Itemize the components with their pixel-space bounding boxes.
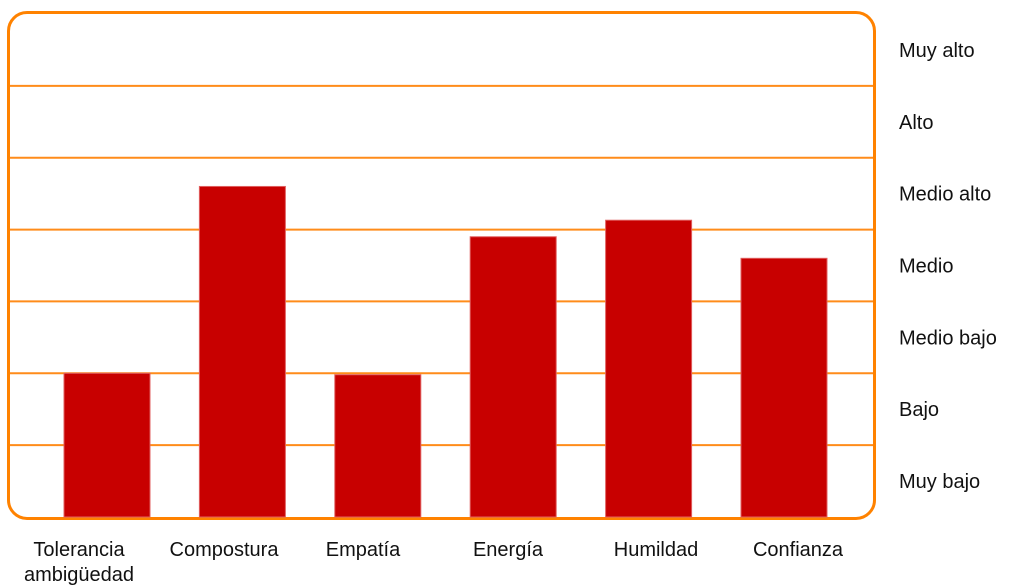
- bar: [63, 372, 151, 518]
- y-level-label: Medio: [899, 256, 953, 278]
- x-category-label: Humildad: [614, 539, 698, 561]
- bar: [334, 374, 422, 518]
- y-level-label: Bajo: [899, 399, 939, 421]
- y-level-label: Muy bajo: [899, 471, 980, 493]
- y-level-label: Medio alto: [899, 184, 991, 206]
- x-category-label: Tolerancia ambigüedad: [24, 539, 134, 586]
- y-level-label: Alto: [899, 112, 933, 134]
- bar: [469, 236, 557, 518]
- bar: [740, 257, 828, 518]
- bar: [605, 219, 693, 518]
- x-category-label: Confianza: [753, 539, 844, 561]
- chart-frame: [7, 11, 876, 520]
- x-category-label: Energía: [473, 539, 544, 561]
- bars: [63, 185, 828, 518]
- y-level-label: Medio bajo: [899, 327, 997, 349]
- y-level-labels: Muy bajo Bajo Medio bajo Medio Medio alto Alt…: [899, 40, 997, 493]
- x-category-label: Empatía: [326, 539, 401, 561]
- grid-lines: [10, 84, 873, 447]
- x-category-labels: Tolerancia ambigüedad Compostura Empatía Ene…: [24, 539, 844, 586]
- y-level-label: Muy alto: [899, 40, 975, 62]
- bar: [198, 185, 286, 518]
- x-category-label: Compostura: [170, 539, 280, 561]
